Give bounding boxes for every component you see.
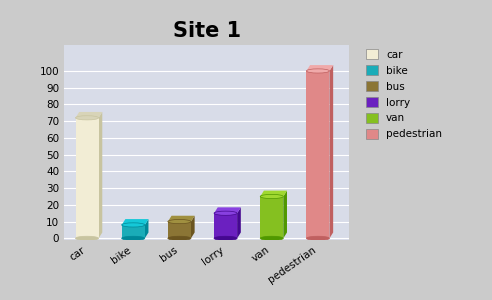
Bar xyxy=(75,118,98,238)
Ellipse shape xyxy=(214,236,237,240)
Bar xyxy=(260,196,283,238)
Polygon shape xyxy=(307,65,333,71)
Bar xyxy=(168,222,191,238)
Ellipse shape xyxy=(75,236,98,240)
Ellipse shape xyxy=(168,236,191,240)
Polygon shape xyxy=(283,190,287,238)
Polygon shape xyxy=(191,216,195,238)
Polygon shape xyxy=(122,219,149,225)
Polygon shape xyxy=(214,207,241,213)
Ellipse shape xyxy=(168,220,191,224)
Ellipse shape xyxy=(260,236,283,240)
Ellipse shape xyxy=(307,236,330,240)
Ellipse shape xyxy=(75,116,98,120)
Polygon shape xyxy=(260,190,287,196)
Polygon shape xyxy=(237,207,241,238)
Polygon shape xyxy=(168,216,195,222)
Title: Site 1: Site 1 xyxy=(173,21,241,41)
Bar xyxy=(214,213,237,238)
Bar xyxy=(307,71,330,238)
Polygon shape xyxy=(75,112,102,118)
Ellipse shape xyxy=(122,236,145,240)
Ellipse shape xyxy=(307,69,330,73)
Bar xyxy=(122,225,145,238)
Ellipse shape xyxy=(122,223,145,227)
Polygon shape xyxy=(98,112,102,238)
Ellipse shape xyxy=(260,194,283,199)
Polygon shape xyxy=(330,65,333,238)
Ellipse shape xyxy=(214,211,237,215)
Legend: car, bike, bus, lorry, van, pedestrian: car, bike, bus, lorry, van, pedestrian xyxy=(363,46,445,142)
Polygon shape xyxy=(145,219,149,238)
